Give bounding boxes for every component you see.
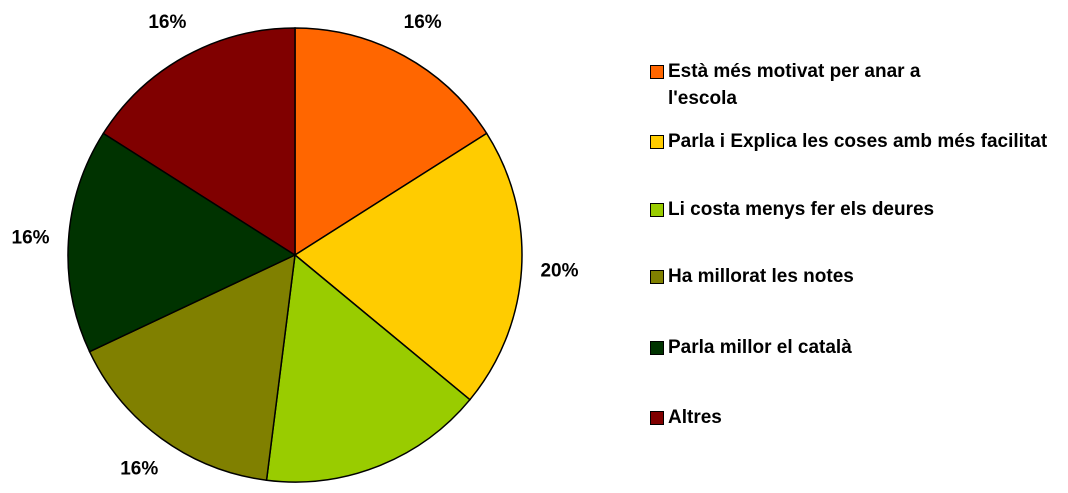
data-label: 16% bbox=[12, 227, 50, 248]
legend-item: Parla i Explica les coses amb més facili… bbox=[650, 128, 1060, 155]
legend-swatch bbox=[650, 411, 664, 425]
legend-swatch bbox=[650, 203, 664, 217]
data-label: 16% bbox=[148, 12, 186, 33]
legend-swatch bbox=[650, 270, 664, 284]
pie-slice bbox=[265, 253, 471, 483]
legend-label: Parla i Explica les coses amb més facili… bbox=[668, 131, 1048, 152]
pie-slice bbox=[67, 132, 297, 353]
legend-swatch bbox=[650, 341, 664, 355]
data-label: 20% bbox=[540, 261, 578, 282]
legend-item: Ha millorat les notes bbox=[650, 263, 1050, 290]
pie-slice bbox=[102, 27, 296, 257]
data-label: 16% bbox=[404, 12, 442, 33]
legend-label: Parla millor el català bbox=[668, 337, 852, 358]
legend-swatch bbox=[650, 135, 664, 149]
pie-slice bbox=[88, 253, 296, 482]
legend-item: Altres bbox=[650, 404, 1050, 431]
legend-label: Altres bbox=[668, 407, 722, 428]
legend-item: Li costa menys fer els deures bbox=[650, 196, 1050, 223]
legend-label: Està més motivat per anar a l'escola bbox=[668, 61, 921, 109]
data-label: 16% bbox=[120, 458, 158, 479]
legend-label: Ha millorat les notes bbox=[668, 266, 854, 287]
pie-slice bbox=[293, 132, 523, 401]
legend-item: Està més motivat per anar a l'escola bbox=[650, 58, 990, 112]
legend-item: Parla millor el català bbox=[650, 334, 1050, 361]
data-label: 16% bbox=[374, 490, 412, 493]
legend-swatch bbox=[650, 65, 664, 79]
legend-label: Li costa menys fer els deures bbox=[668, 199, 935, 220]
pie-slice bbox=[294, 27, 488, 257]
